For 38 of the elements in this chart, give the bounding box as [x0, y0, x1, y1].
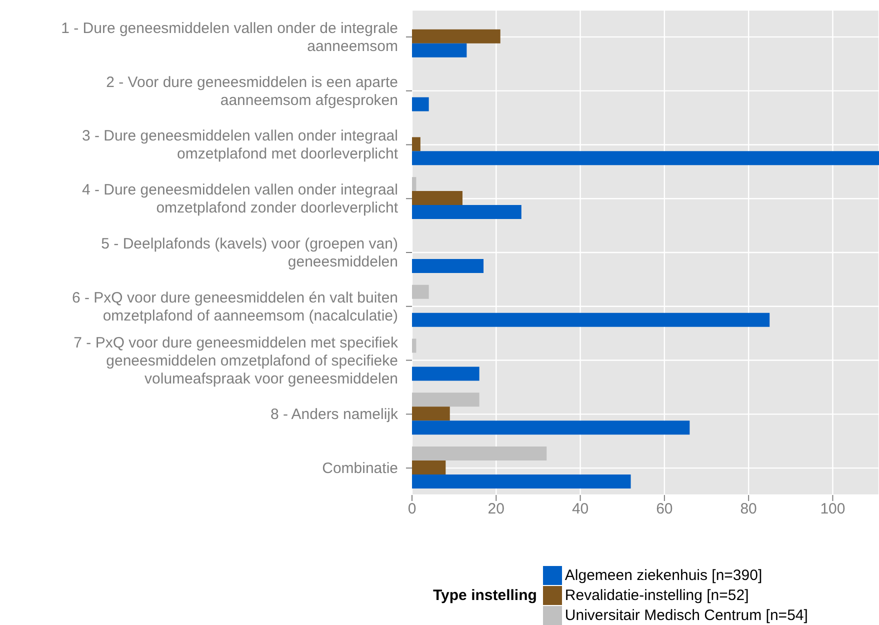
- y-tick-label: 3 - Dure geneesmiddelen vallen onder integraal omzetplafond met doorleverplicht: [82, 127, 399, 162]
- y-tick-label: 5 - Deelplafonds (kavels) voor (groepen van) geneesmiddelen: [101, 235, 398, 270]
- bar: [412, 338, 416, 353]
- bar: [412, 392, 480, 407]
- legend-title: Type instelling: [433, 586, 537, 604]
- bar: [412, 137, 420, 152]
- bar: [412, 406, 450, 421]
- y-tick-label: 8 - Anders namelijk: [270, 406, 398, 423]
- legend-label: Universitair Medisch Centrum [n=54]: [564, 606, 808, 624]
- bar: [412, 474, 631, 488]
- legend-label: Algemeen ziekenhuis [n=390]: [564, 566, 762, 584]
- y-tick-label: 6 - PxQ voor dure geneesmiddelen én valt buiten omzetplafond of aanneemsom (nacalculatie): [72, 288, 398, 324]
- x-tick-label: 60: [656, 500, 673, 518]
- bar: [412, 366, 480, 381]
- y-tick-label: 4 - Dure geneesmiddelen vallen onder integraal omzetplafond zonder doorleverplicht: [82, 181, 399, 216]
- bar: [412, 446, 547, 460]
- bar: [412, 29, 500, 44]
- bar: [412, 43, 467, 58]
- bar: [412, 97, 429, 112]
- bar: [412, 258, 484, 273]
- bar: [412, 205, 522, 220]
- y-tick-label: 7 - PxQ voor dure geneesmiddelen met specifiek geneesmiddelen omzetplafond of specifieke volumeafspraak voor geneesmiddelen: [74, 334, 398, 387]
- x-tick-label: 100: [820, 500, 846, 518]
- bar: [412, 151, 879, 166]
- y-tick-label: 1 - Dure geneesmiddelen vallen onder de integrale aanneemsom: [61, 19, 398, 54]
- legend-label: Revalidatie-instelling [n=52]: [564, 586, 749, 604]
- x-tick-label: 0: [408, 500, 416, 518]
- x-tick-label: 20: [488, 500, 504, 518]
- bar: [412, 177, 416, 192]
- y-tick-label: Combinatie: [322, 460, 398, 477]
- bar: [412, 191, 462, 206]
- y-tick-label: 2 - Voor dure geneesmiddelen is een aparte aanneemsom afgesproken: [106, 73, 398, 108]
- x-tick-label: 40: [572, 500, 589, 518]
- x-tick-label: 80: [740, 500, 757, 518]
- bar: [412, 312, 770, 327]
- bar: [412, 284, 429, 299]
- bar: [412, 420, 690, 435]
- bar: [412, 460, 446, 474]
